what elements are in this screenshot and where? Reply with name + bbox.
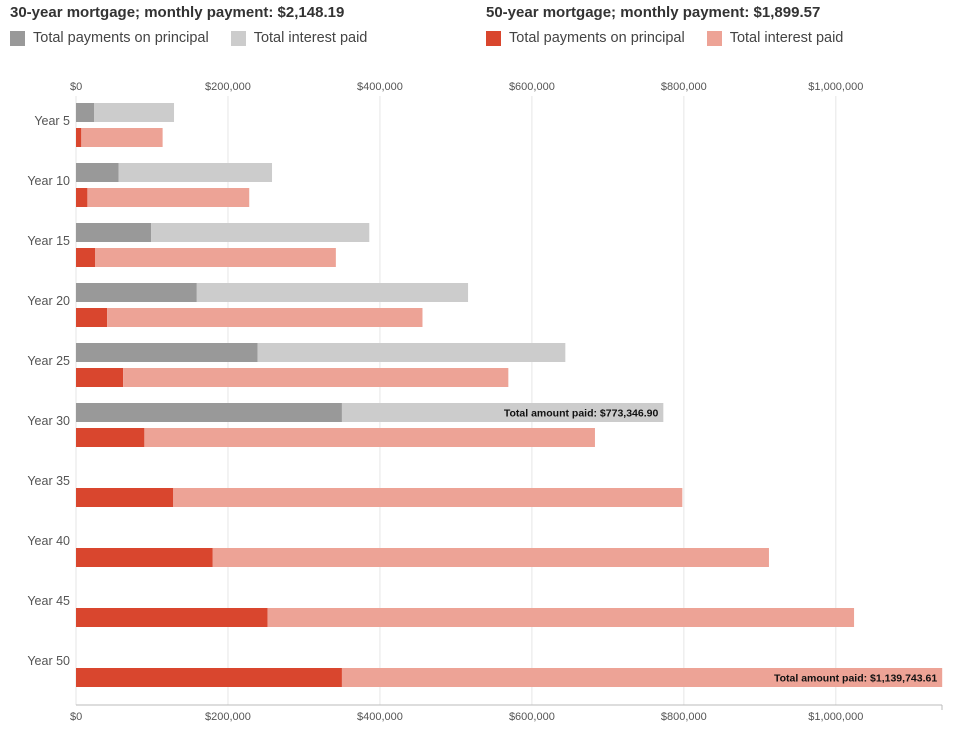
bar-30-interest-4 (257, 343, 566, 362)
bar-50-interest-1 (87, 188, 250, 207)
bar-50-principal-5 (76, 428, 145, 447)
legend-row-50: Total payments on principal Total intere… (486, 30, 865, 46)
bar-50-principal-7 (76, 548, 213, 567)
annotation-total-1: Total amount paid: $1,139,743.61 (774, 673, 937, 685)
legend-label-30-interest: Total interest paid (253, 30, 368, 46)
x-tick-bottom-1: $200,000 (205, 711, 251, 723)
y-label-6: Year 35 (27, 474, 70, 488)
x-tick-top-3: $600,000 (509, 81, 555, 93)
bar-30-interest-3 (196, 283, 469, 302)
bar-30-interest-0 (94, 103, 175, 122)
legend-swatch-30-principal (10, 30, 25, 46)
bar-50-interest-7 (212, 548, 769, 567)
x-tick-bottom-3: $600,000 (509, 711, 555, 723)
bar-50-principal-1 (76, 188, 88, 207)
x-tick-bottom-2: $400,000 (357, 711, 403, 723)
bar-50-principal-0 (76, 128, 82, 147)
bar-50-interest-0 (81, 128, 163, 147)
bar-50-interest-9 (341, 668, 943, 687)
legend-50-year: 50-year mortgage; monthly payment: $1,89… (486, 4, 865, 46)
bar-30-principal-3 (76, 283, 197, 302)
bar-50-principal-3 (76, 308, 108, 327)
title-30-year: 30-year mortgage; monthly payment: $2,14… (10, 4, 345, 21)
y-label-0: Year 5 (34, 114, 70, 128)
legend-item-30-principal: Total payments on principal (10, 30, 209, 46)
x-tick-top-2: $400,000 (357, 81, 403, 93)
legend-30-year: 30-year mortgage; monthly payment: $2,14… (10, 4, 389, 46)
bar-30-principal-1 (76, 163, 119, 182)
x-tick-top-1: $200,000 (205, 81, 251, 93)
bar-30-interest-2 (151, 223, 370, 242)
bar-50-interest-5 (144, 428, 595, 447)
x-tick-bottom-0: $0 (70, 711, 82, 723)
bar-50-interest-4 (123, 368, 509, 387)
y-label-3: Year 20 (27, 294, 70, 308)
bar-50-principal-8 (76, 608, 268, 627)
y-label-8: Year 45 (27, 594, 70, 608)
bar-30-principal-0 (76, 103, 95, 122)
legend-item-30-interest: Total interest paid (230, 30, 368, 46)
y-label-1: Year 10 (27, 174, 70, 188)
bar-30-principal-2 (76, 223, 152, 242)
y-label-7: Year 40 (27, 534, 70, 548)
bar-50-principal-9 (76, 668, 342, 687)
bar-50-principal-4 (76, 368, 124, 387)
y-label-2: Year 15 (27, 234, 70, 248)
legend-label-30-principal: Total payments on principal (33, 30, 209, 46)
x-tick-bottom-4: $800,000 (661, 711, 707, 723)
bar-30-principal-4 (76, 343, 258, 362)
bar-50-principal-6 (76, 488, 174, 507)
legend-swatch-30-interest (230, 30, 246, 46)
bar-30-interest-1 (118, 163, 273, 182)
bar-50-interest-8 (267, 608, 855, 627)
legend-row-30: Total payments on principal Total intere… (10, 30, 389, 46)
legend-label-50-interest: Total interest paid (729, 30, 844, 46)
annotation-total-0: Total amount paid: $773,346.90 (504, 408, 659, 420)
x-tick-top-5: $1,000,000 (808, 81, 863, 93)
bar-50-principal-2 (76, 248, 95, 267)
x-tick-bottom-5: $1,000,000 (808, 711, 863, 723)
x-tick-top-0: $0 (70, 81, 82, 93)
title-50-year: 50-year mortgage; monthly payment: $1,89… (486, 4, 821, 21)
bar-50-interest-6 (173, 488, 683, 507)
y-label-9: Year 50 (27, 654, 70, 668)
legend-item-50-interest: Total interest paid (706, 30, 844, 46)
x-tick-top-4: $800,000 (661, 81, 707, 93)
legend-swatch-50-principal (486, 30, 501, 46)
legend-item-50-principal: Total payments on principal (486, 30, 685, 46)
bar-50-interest-3 (107, 308, 423, 327)
legend-label-50-principal: Total payments on principal (509, 30, 685, 46)
legend-swatch-50-interest (706, 30, 722, 46)
y-label-4: Year 25 (27, 354, 70, 368)
y-label-5: Year 30 (27, 414, 70, 428)
bar-30-interest-5 (341, 403, 664, 422)
bar-50-interest-2 (94, 248, 336, 267)
bar-30-principal-5 (76, 403, 342, 422)
